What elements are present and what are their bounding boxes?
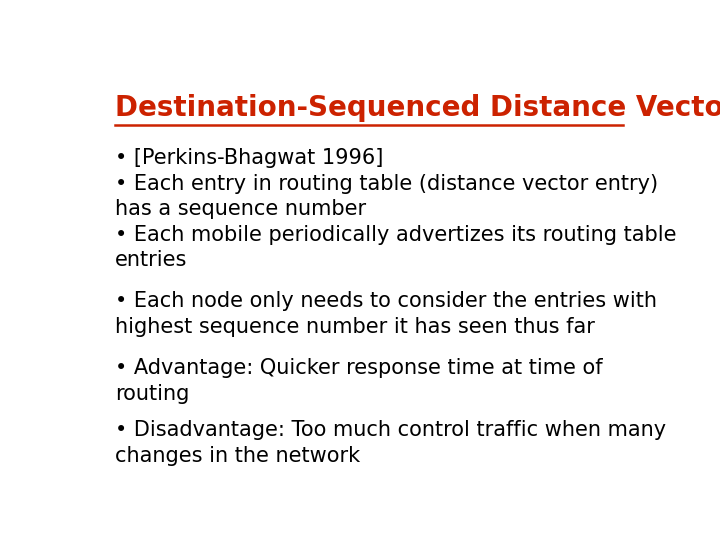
Text: • Disadvantage: Too much control traffic when many
changes in the network: • Disadvantage: Too much control traffic…	[115, 420, 666, 466]
Text: • Each mobile periodically advertizes its routing table
entries: • Each mobile periodically advertizes it…	[115, 225, 677, 271]
Text: • Each node only needs to consider the entries with
highest sequence number it h: • Each node only needs to consider the e…	[115, 292, 657, 337]
Text: • Advantage: Quicker response time at time of
routing: • Advantage: Quicker response time at ti…	[115, 358, 603, 403]
Text: Destination-Sequenced Distance Vector: Destination-Sequenced Distance Vector	[115, 94, 720, 122]
Text: • [Perkins-Bhagwat 1996]
• Each entry in routing table (distance vector entry)
h: • [Perkins-Bhagwat 1996] • Each entry in…	[115, 148, 658, 219]
